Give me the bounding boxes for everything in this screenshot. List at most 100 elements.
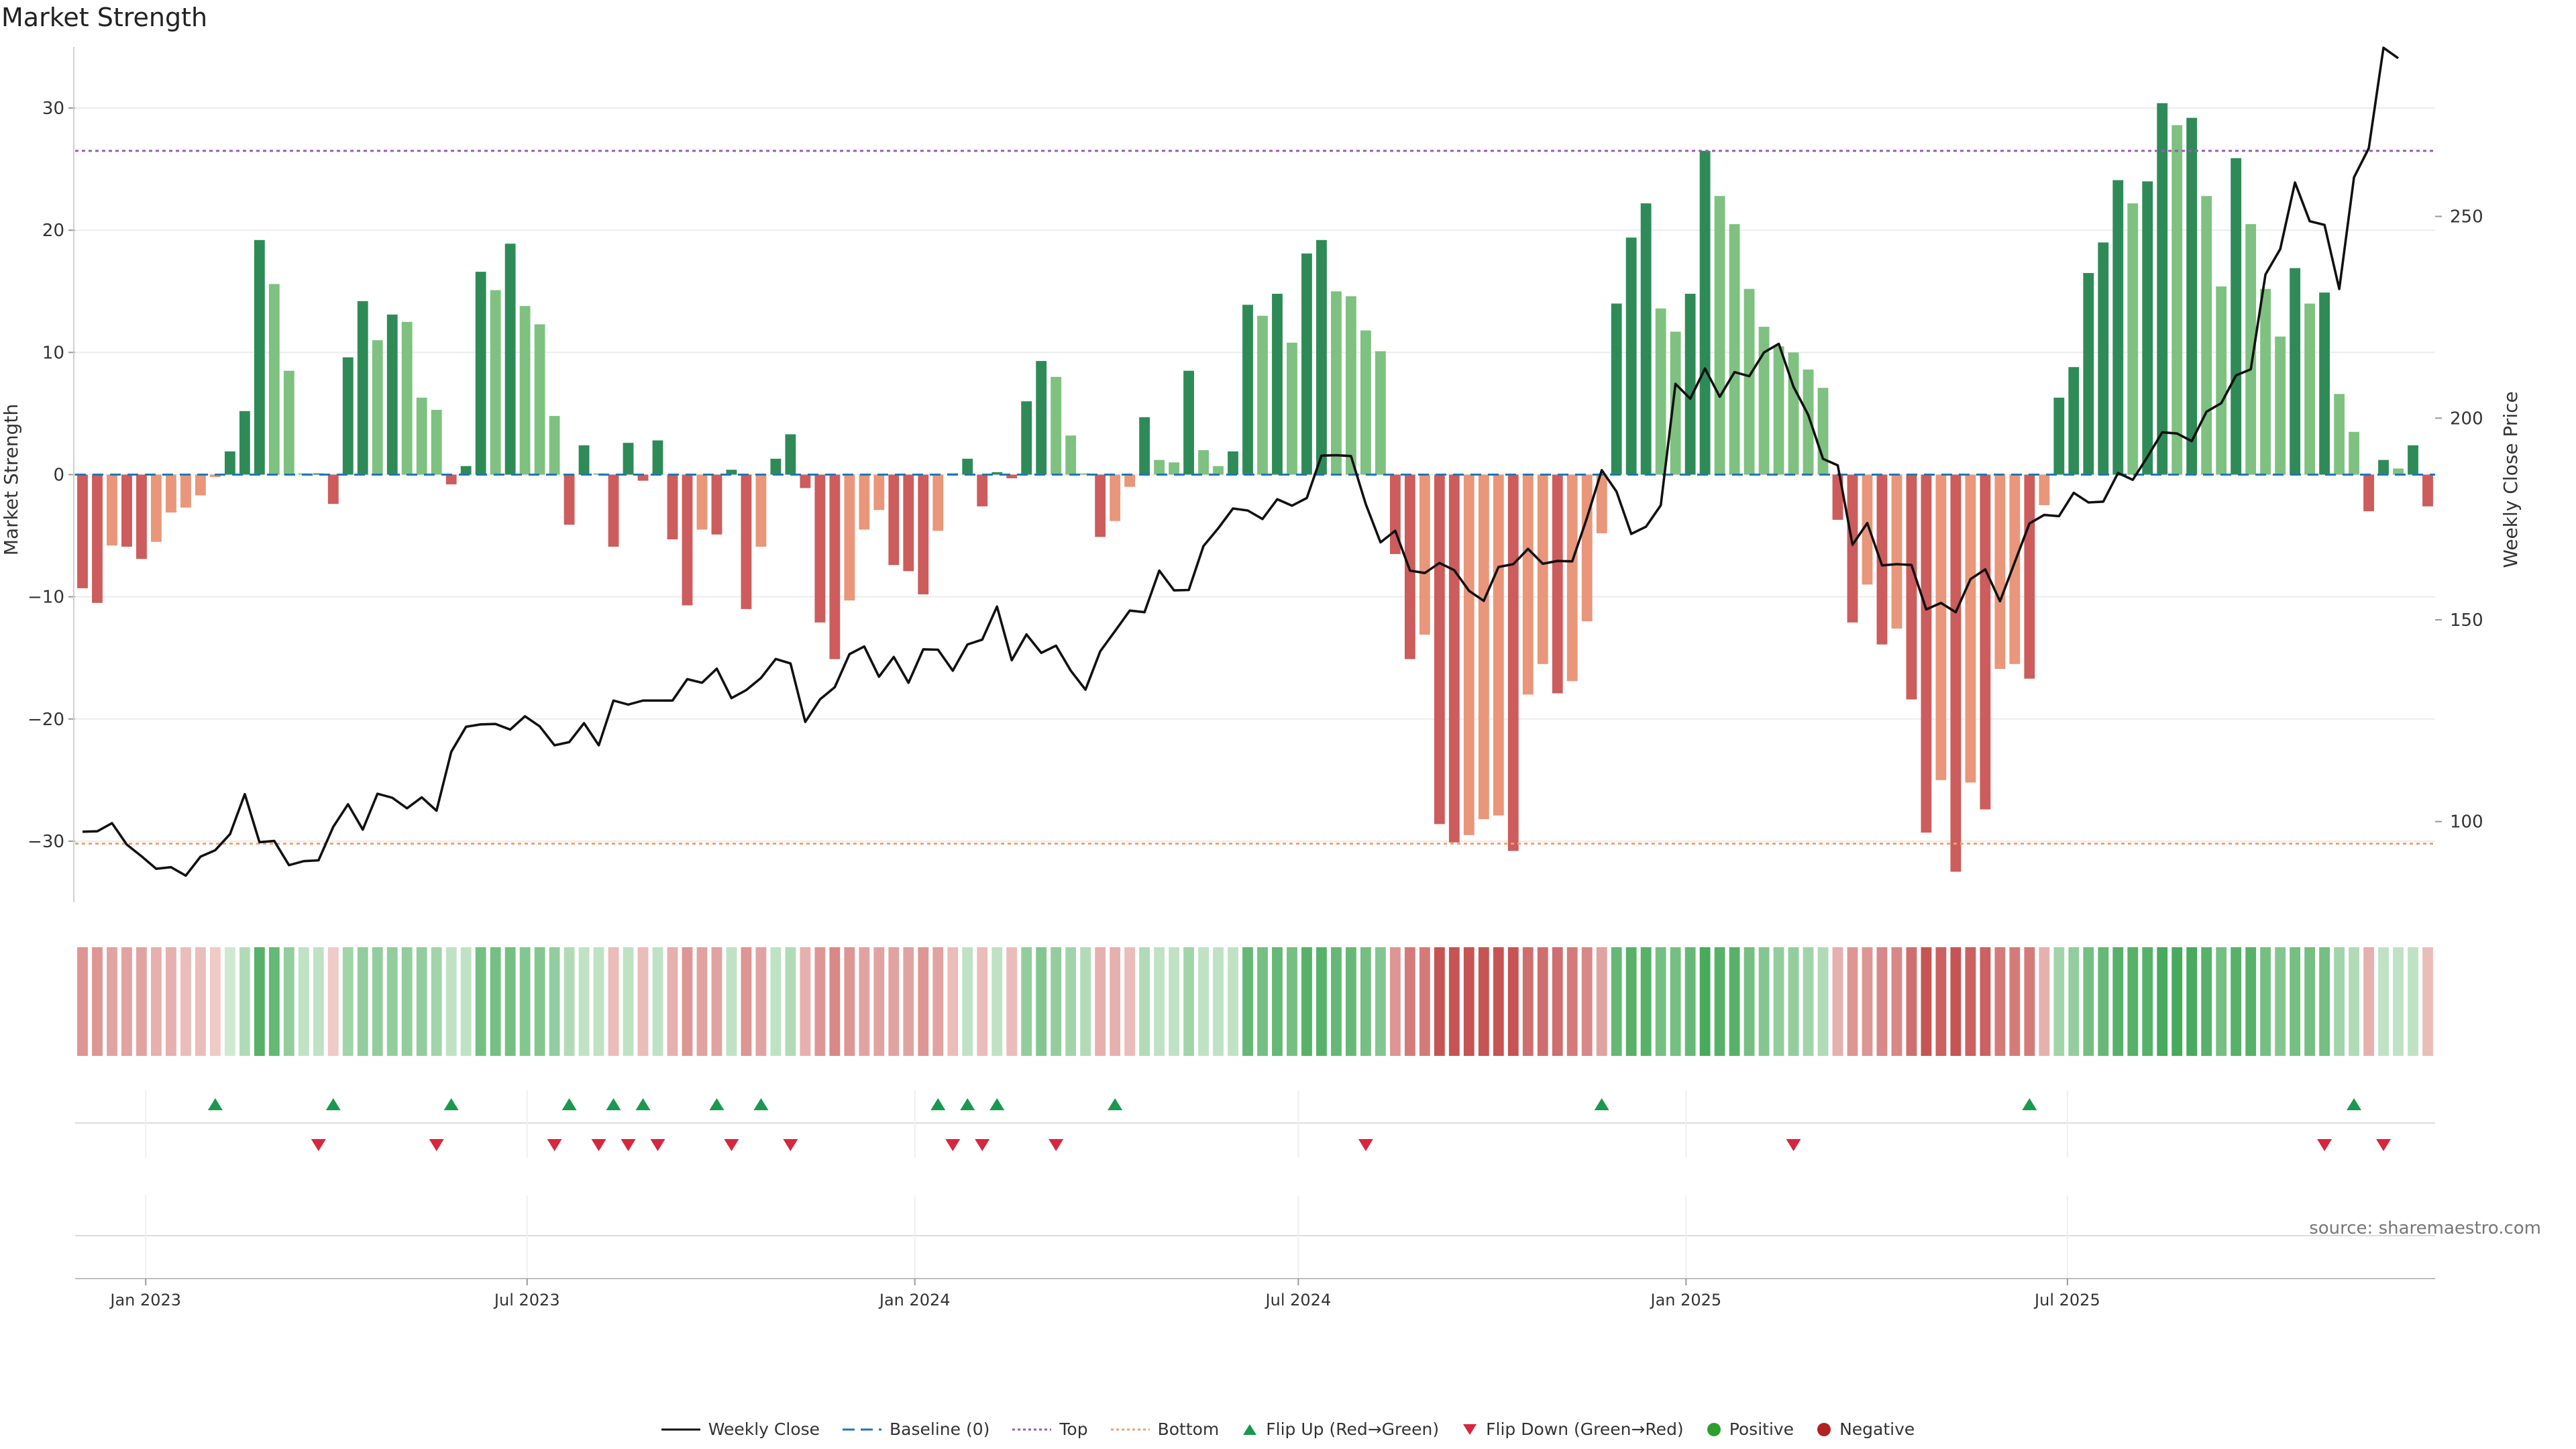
strength-bar <box>1935 474 1947 780</box>
flip-up-marker <box>960 1098 975 1110</box>
flip-down-marker <box>2317 1139 2332 1151</box>
heat-cell <box>460 947 472 1056</box>
heat-cell <box>121 947 132 1056</box>
y-axis-label: Market Strength <box>0 404 22 555</box>
heat-cell <box>2053 947 2065 1056</box>
heat-cell <box>1331 947 1342 1056</box>
y-tick-label: 20 <box>42 221 64 241</box>
heat-cell <box>947 947 959 1056</box>
heat-cell <box>475 947 486 1056</box>
chart-title: Market Strength <box>1 3 208 32</box>
strength-bar <box>1803 369 1814 475</box>
strength-bar <box>1847 474 1858 623</box>
y2-tick-label: 250 <box>2450 207 2483 227</box>
strength-bar <box>475 272 486 475</box>
heat-cell <box>209 947 221 1056</box>
heat-cell <box>2171 947 2183 1056</box>
legend: Weekly Close Baseline (0) Top Bottom Fli… <box>0 1419 2576 1439</box>
heat-cell <box>490 947 501 1056</box>
heat-cell <box>224 947 235 1056</box>
flip-down-marker <box>724 1139 739 1151</box>
strength-bar <box>1743 288 1755 475</box>
strength-bar <box>1051 376 1062 475</box>
strength-bar <box>932 474 944 531</box>
strength-bar <box>1950 474 1962 872</box>
strength-bar <box>2231 158 2242 475</box>
heat-cell <box>844 947 855 1056</box>
strength-bar <box>357 301 368 475</box>
heat-cell <box>1316 947 1327 1056</box>
strength-bar <box>1758 327 1770 475</box>
flip-down-marker <box>945 1139 961 1151</box>
strength-bar <box>1375 351 1386 475</box>
strength-bar <box>1596 474 1607 533</box>
heat-cell <box>800 947 811 1056</box>
heat-cell <box>564 947 575 1056</box>
strength-bar <box>372 340 383 475</box>
strength-bar <box>2171 125 2183 475</box>
y-tick-label: −30 <box>28 832 64 852</box>
heat-cell <box>1537 947 1548 1056</box>
strength-bar <box>696 474 708 530</box>
heat-cell <box>1346 947 1356 1056</box>
flip-down-marker <box>1358 1139 1373 1151</box>
y2-tick-label: 150 <box>2450 610 2483 631</box>
heat-cell <box>2098 947 2109 1056</box>
strength-bar <box>1419 474 1430 635</box>
heat-cell <box>504 947 516 1056</box>
heat-cell <box>1169 947 1179 1056</box>
flip-down-marker <box>591 1139 606 1151</box>
heat-cell <box>1788 947 1799 1056</box>
heat-cell <box>1640 947 1652 1056</box>
heat-cell <box>1463 947 1474 1056</box>
legend-label: Baseline (0) <box>890 1419 990 1439</box>
flip-down-marker <box>783 1139 798 1151</box>
heat-cell <box>1198 947 1209 1056</box>
heat-cell <box>1183 947 1194 1056</box>
strength-bars <box>77 103 2433 872</box>
heat-cell <box>1124 947 1136 1056</box>
strength-bar <box>1080 473 1091 475</box>
strength-bar <box>1537 474 1548 664</box>
heat-cell <box>1257 947 1268 1056</box>
strength-bar <box>2098 242 2109 475</box>
heat-cell <box>2334 947 2345 1056</box>
heat-cell <box>1228 947 1238 1056</box>
flip-up-marker <box>325 1098 341 1110</box>
y-tick-label: −10 <box>28 588 64 608</box>
strength-bar <box>1154 460 1165 475</box>
heat-cell <box>1051 947 1062 1056</box>
line-swatch-icon <box>661 1428 700 1430</box>
strength-bar <box>1139 417 1150 475</box>
heat-cell <box>1006 947 1018 1056</box>
heat-cell <box>755 947 767 1056</box>
heat-cell <box>2083 947 2094 1056</box>
strength-bar <box>1169 462 1179 475</box>
strength-bar <box>1906 474 1917 700</box>
strength-bar <box>107 474 117 546</box>
strength-bar <box>209 474 221 478</box>
heat-cell <box>431 947 442 1056</box>
heat-cell <box>1862 947 1873 1056</box>
legend-label: Bottom <box>1157 1419 1220 1439</box>
strength-bar <box>1006 474 1018 478</box>
strength-bar <box>2053 397 2065 475</box>
strength-bar <box>460 466 472 475</box>
heat-cell <box>726 947 737 1056</box>
strength-bar <box>416 397 427 475</box>
strength-bar <box>1228 451 1238 475</box>
heat-cell <box>1021 947 1032 1056</box>
strength-bar <box>1581 474 1593 622</box>
axes: −30 −20 −10 0 10 20 30 100 150 200 250 Jan 2023 Jul … <box>28 47 2483 1309</box>
triangle-up-icon <box>1243 1424 1257 1435</box>
strength-bar <box>888 474 900 566</box>
strength-bar <box>918 474 929 594</box>
heat-cell <box>534 947 545 1056</box>
strength-bar <box>977 474 988 506</box>
heat-cell <box>991 947 1003 1056</box>
flip-up-marker <box>2347 1098 2362 1110</box>
legend-label: Top <box>1059 1419 1088 1439</box>
heat-cell <box>445 947 457 1056</box>
heat-cell <box>608 947 619 1056</box>
heat-cell <box>2319 947 2330 1056</box>
